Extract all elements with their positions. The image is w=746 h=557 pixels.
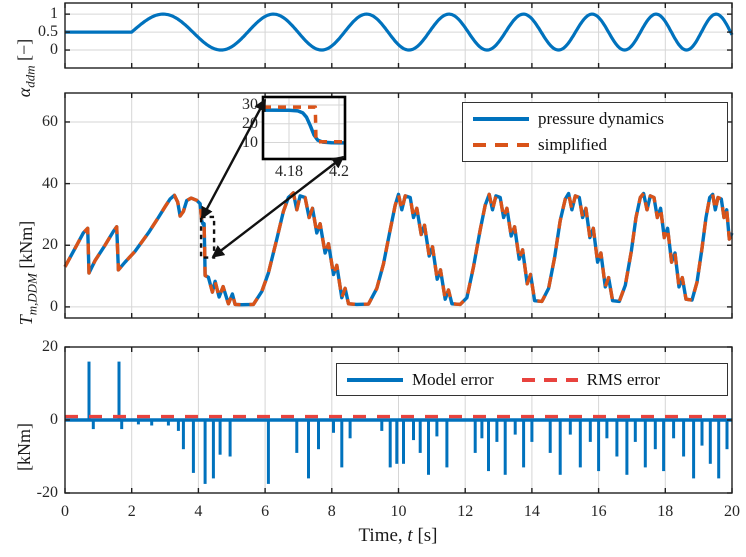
- alpha-axis-label: αddm [−]: [14, 38, 38, 98]
- error-ytick-0: 0: [50, 411, 58, 428]
- legend-label: pressure dynamics: [538, 109, 665, 128]
- rms-error-line-sample: [521, 377, 578, 382]
- xtick-10: 10: [390, 503, 407, 520]
- torque-ytick-0: 0: [50, 297, 58, 315]
- inset-xtick-4.18: 4.18: [275, 163, 303, 180]
- xtick-20: 20: [724, 503, 740, 520]
- legend-item-pressure-dynamics: pressure dynamics: [463, 109, 727, 129]
- alpha-ytick-1: 1: [50, 5, 58, 23]
- torque-ytick-60: 60: [42, 112, 58, 130]
- x-axis-label: Time, t [s]: [358, 525, 438, 546]
- pressure-dynamics-line-sample: [473, 117, 529, 121]
- inset-xtick-4.2: 4.2: [329, 163, 349, 180]
- xtick-0: 0: [61, 503, 69, 520]
- error-ytick-20: 20: [42, 338, 58, 355]
- xtick-12: 12: [457, 503, 474, 520]
- xtick-18: 18: [657, 503, 674, 520]
- torque-ytick-20: 20: [42, 236, 58, 254]
- xtick-4: 4: [194, 503, 203, 520]
- legend-item-simplified: simplified: [463, 135, 727, 155]
- xtick-6: 6: [261, 503, 270, 520]
- alpha-ytick-0.5: 0.5: [38, 23, 58, 41]
- xtick-14: 14: [523, 503, 540, 520]
- inset-ytick-30: 30: [242, 96, 258, 114]
- error-axis-label: [kNm]: [14, 423, 34, 471]
- xtick-8: 8: [327, 503, 336, 520]
- torque-ytick-40: 40: [42, 174, 58, 192]
- inset-ytick-10: 10: [242, 133, 258, 151]
- error-ytick--20: -20: [36, 484, 58, 501]
- torque-legend: pressure dynamics simplified: [462, 102, 728, 162]
- alpha-ytick-0: 0: [50, 41, 58, 59]
- simplified-line-sample: [473, 143, 529, 147]
- legend-label: Model error: [412, 369, 494, 389]
- error-legend: Model error RMS error: [336, 363, 728, 396]
- inset-ytick-20: 20: [242, 114, 258, 132]
- torque-axis-label: Tm,DDM [kNm]: [16, 220, 40, 326]
- model-error-line-sample: [347, 377, 403, 382]
- legend-label: simplified: [538, 135, 607, 154]
- xtick-16: 16: [590, 503, 607, 520]
- legend-label: RMS error: [586, 369, 660, 389]
- xtick-2: 2: [127, 503, 136, 520]
